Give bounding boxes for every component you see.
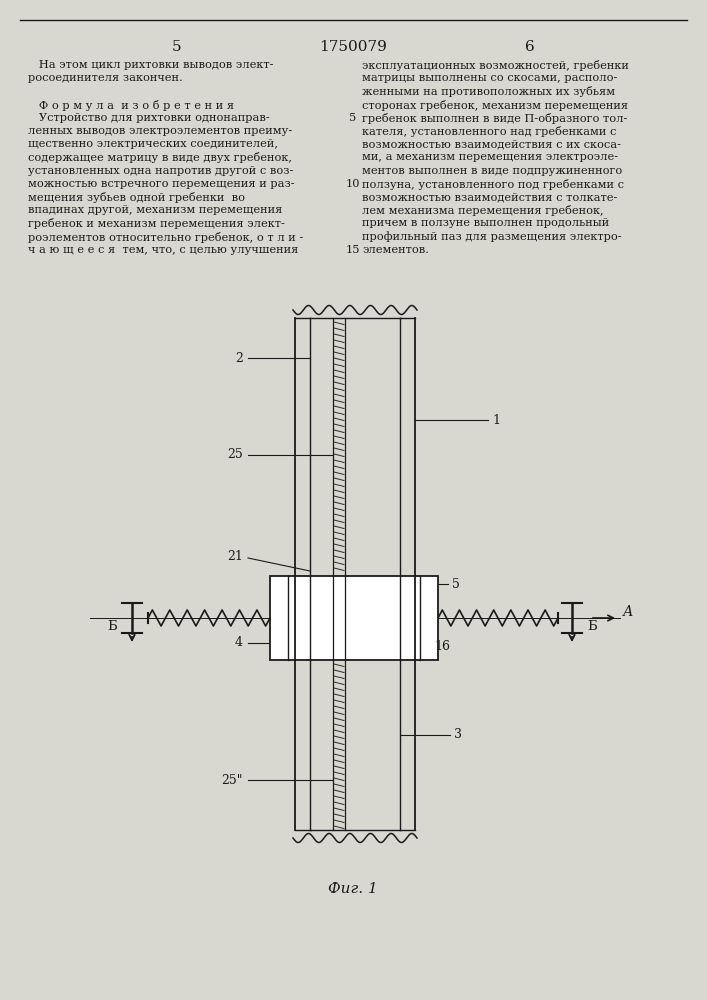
Text: элементов.: элементов. xyxy=(362,245,429,255)
Text: А: А xyxy=(623,605,633,619)
Text: 5: 5 xyxy=(349,113,356,123)
Text: ми, а механизм перемещения электроэле-: ми, а механизм перемещения электроэле- xyxy=(362,152,618,162)
Text: Ф о р м у л а  и з о б р е т е н и я: Ф о р м у л а и з о б р е т е н и я xyxy=(28,100,234,111)
Text: 1750079: 1750079 xyxy=(319,40,387,54)
Text: мещения зубьев одной гребенки  во: мещения зубьев одной гребенки во xyxy=(28,192,245,203)
Text: ползуна, установленного под гребенками с: ползуна, установленного под гребенками с xyxy=(362,179,624,190)
Text: содержащее матрицу в виде двух гребенок,: содержащее матрицу в виде двух гребенок, xyxy=(28,152,292,163)
Text: 3: 3 xyxy=(454,728,462,742)
Text: лем механизма перемещения гребенок,: лем механизма перемещения гребенок, xyxy=(362,205,604,216)
Text: профильный паз для размещения электро-: профильный паз для размещения электро- xyxy=(362,232,621,242)
Text: кателя, установленного над гребенками с: кателя, установленного над гребенками с xyxy=(362,126,617,137)
Text: Фиг. 1: Фиг. 1 xyxy=(328,882,378,896)
Text: Б: Б xyxy=(107,619,117,633)
Text: 10: 10 xyxy=(346,179,361,189)
Text: 5: 5 xyxy=(452,578,460,590)
Text: матрицы выполнены со скосами, располо-: матрицы выполнены со скосами, располо- xyxy=(362,73,617,83)
Text: Устройство для рихтовки однонаправ-: Устройство для рихтовки однонаправ- xyxy=(28,113,270,123)
Text: 6: 6 xyxy=(525,40,535,54)
Text: женными на противоположных их зубьям: женными на противоположных их зубьям xyxy=(362,86,615,97)
Text: 25": 25" xyxy=(221,774,243,786)
Text: роэлементов относительно гребенок, о т л и -: роэлементов относительно гребенок, о т л… xyxy=(28,232,303,243)
Text: 2: 2 xyxy=(235,352,243,364)
Text: 1: 1 xyxy=(492,414,500,426)
Text: 5: 5 xyxy=(173,40,182,54)
Text: возможностью взаимодействия с их скоса-: возможностью взаимодействия с их скоса- xyxy=(362,139,621,149)
Text: ч а ю щ е е с я  тем, что, с целью улучшения: ч а ю щ е е с я тем, что, с целью улучше… xyxy=(28,245,298,255)
Text: 16: 16 xyxy=(434,640,450,652)
Text: сторонах гребенок, механизм перемещения: сторонах гребенок, механизм перемещения xyxy=(362,100,628,111)
Text: 15: 15 xyxy=(346,245,361,255)
Text: возможностью взаимодействия с толкате-: возможностью взаимодействия с толкате- xyxy=(362,192,617,202)
Text: ленных выводов электроэлементов преиму-: ленных выводов электроэлементов преиму- xyxy=(28,126,292,136)
Text: щественно электрических соединителей,: щественно электрических соединителей, xyxy=(28,139,278,149)
Text: гребенок выполнен в виде П-образного тол-: гребенок выполнен в виде П-образного тол… xyxy=(362,113,627,124)
Text: впадинах другой, механизм перемещения: впадинах другой, механизм перемещения xyxy=(28,205,282,215)
Text: эксплуатационных возможностей, гребенки: эксплуатационных возможностей, гребенки xyxy=(362,60,629,71)
Bar xyxy=(270,576,438,660)
Text: Б: Б xyxy=(587,619,597,633)
Text: На этом цикл рихтовки выводов элект-: На этом цикл рихтовки выводов элект- xyxy=(28,60,274,70)
Text: 4: 4 xyxy=(235,637,243,650)
Text: 21: 21 xyxy=(227,550,243,562)
Text: причем в ползуне выполнен продольный: причем в ползуне выполнен продольный xyxy=(362,218,609,228)
Text: гребенок и механизм перемещения элект-: гребенок и механизм перемещения элект- xyxy=(28,218,285,229)
Text: ментов выполнен в виде подпружиненного: ментов выполнен в виде подпружиненного xyxy=(362,166,622,176)
Text: можностью встречного перемещения и раз-: можностью встречного перемещения и раз- xyxy=(28,179,295,189)
Text: росоединителя закончен.: росоединителя закончен. xyxy=(28,73,182,83)
Text: установленных одна напротив другой с воз-: установленных одна напротив другой с воз… xyxy=(28,166,293,176)
Text: 25: 25 xyxy=(227,448,243,462)
